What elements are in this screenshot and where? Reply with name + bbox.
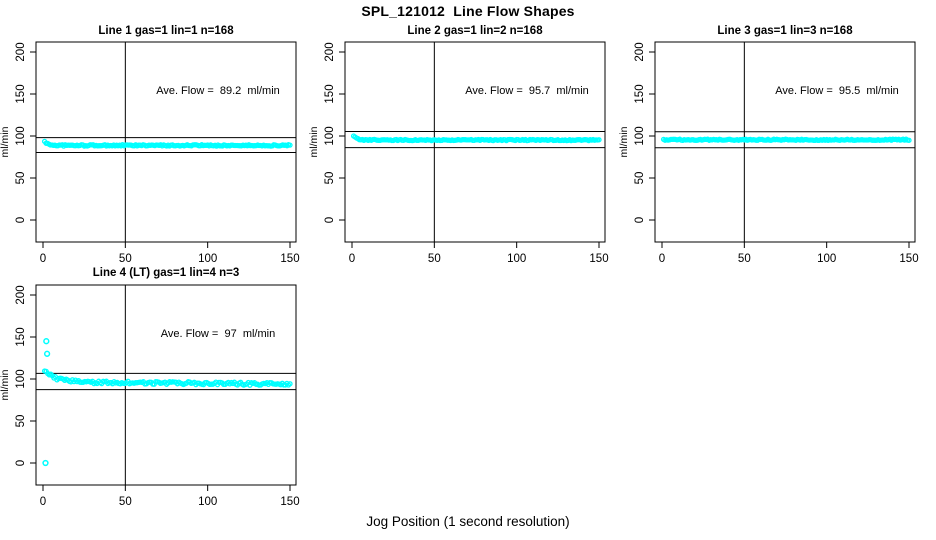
y-axis-label: ml/min <box>618 126 630 157</box>
y-tick-label: 0 <box>15 217 27 223</box>
avg-flow-annotation-line4: Ave. Flow = 97 ml/min <box>160 328 276 340</box>
x-tick-label: 150 <box>280 253 299 265</box>
x-axis-label: Jog Position (1 second resolution) <box>366 514 570 529</box>
y-tick-label: 0 <box>634 217 646 223</box>
y-tick-label: 200 <box>634 42 646 61</box>
plot-canvas-4: 0 50 100 150 0 50 100 150 200 ml/min <box>0 284 300 508</box>
outlier-point <box>43 338 50 345</box>
plot-box <box>35 41 297 243</box>
y-tick-label: 100 <box>324 126 336 145</box>
outlier-point <box>42 459 49 467</box>
plot-box <box>344 41 606 243</box>
x-tick-label: 0 <box>349 253 355 265</box>
plot-box <box>654 41 916 243</box>
x-tick-label: 150 <box>280 496 299 508</box>
avg-flow-annotation-line1: Ave. Flow = 89.2 ml/min <box>156 85 280 97</box>
x-tick-label: 100 <box>198 253 217 265</box>
x-tick-label: 50 <box>119 253 132 265</box>
y-tick-label: 150 <box>15 84 27 103</box>
x-tick-label: 100 <box>817 253 836 265</box>
subplot-title-line2: Line 2 gas=1 lin=2 n=168 <box>407 25 543 37</box>
y-tick-label: 50 <box>15 172 27 185</box>
subplot-title-line1: Line 1 gas=1 lin=1 n=168 <box>98 25 234 37</box>
x-tick-label: 0 <box>40 496 46 508</box>
x-tick-label: 0 <box>659 253 665 265</box>
y-tick-label: 0 <box>15 460 27 466</box>
x-tick-label: 50 <box>428 253 441 265</box>
plot-canvas-2: 0 50 100 150 0 50 100 150 200 ml/min <box>308 41 609 265</box>
y-tick-label: 200 <box>15 42 27 61</box>
y-tick-label: 50 <box>324 172 336 185</box>
x-tick-label: 150 <box>899 253 918 265</box>
y-axis-label: ml/min <box>0 126 11 157</box>
x-tick-label: 50 <box>119 496 132 508</box>
y-tick-label: 150 <box>634 84 646 103</box>
avg-flow-annotation-line2: Ave. Flow = 95.7 ml/min <box>465 85 589 97</box>
plot-canvas-3: 0 50 100 150 0 50 100 150 200 ml/min <box>618 41 919 265</box>
y-tick-label: 200 <box>324 42 336 61</box>
y-tick-label: 50 <box>15 415 27 428</box>
y-tick-label: 100 <box>634 126 646 145</box>
y-tick-label: 200 <box>15 285 27 304</box>
y-tick-label: 0 <box>324 217 336 223</box>
data-points <box>660 136 912 144</box>
subplot-title-line4: Line 4 (LT) gas=1 lin=4 n=3 <box>92 267 240 279</box>
x-tick-label: 100 <box>507 253 526 265</box>
y-tick-label: 100 <box>15 126 27 145</box>
x-tick-label: 0 <box>40 253 46 265</box>
plot-box <box>35 284 297 486</box>
plot-canvas-1: 0 50 100 150 0 50 100 150 200 ml/min <box>0 41 300 265</box>
figure-title: SPL_121012 Line Flow Shapes <box>361 3 575 19</box>
y-axis-label: ml/min <box>308 126 320 157</box>
data-points <box>350 133 602 144</box>
data-points <box>41 338 293 467</box>
y-tick-label: 100 <box>15 369 27 388</box>
y-tick-label: 150 <box>15 327 27 346</box>
y-tick-label: 50 <box>634 172 646 185</box>
data-points <box>41 138 293 149</box>
avg-flow-annotation-line3: Ave. Flow = 95.5 ml/min <box>775 85 899 97</box>
x-tick-label: 50 <box>738 253 751 265</box>
x-tick-label: 150 <box>589 253 608 265</box>
x-tick-label: 100 <box>198 496 217 508</box>
y-axis-label: ml/min <box>0 369 11 400</box>
subplot-title-line3: Line 3 gas=1 lin=3 n=168 <box>717 25 853 37</box>
outlier-point <box>43 350 51 357</box>
y-tick-label: 150 <box>324 84 336 103</box>
